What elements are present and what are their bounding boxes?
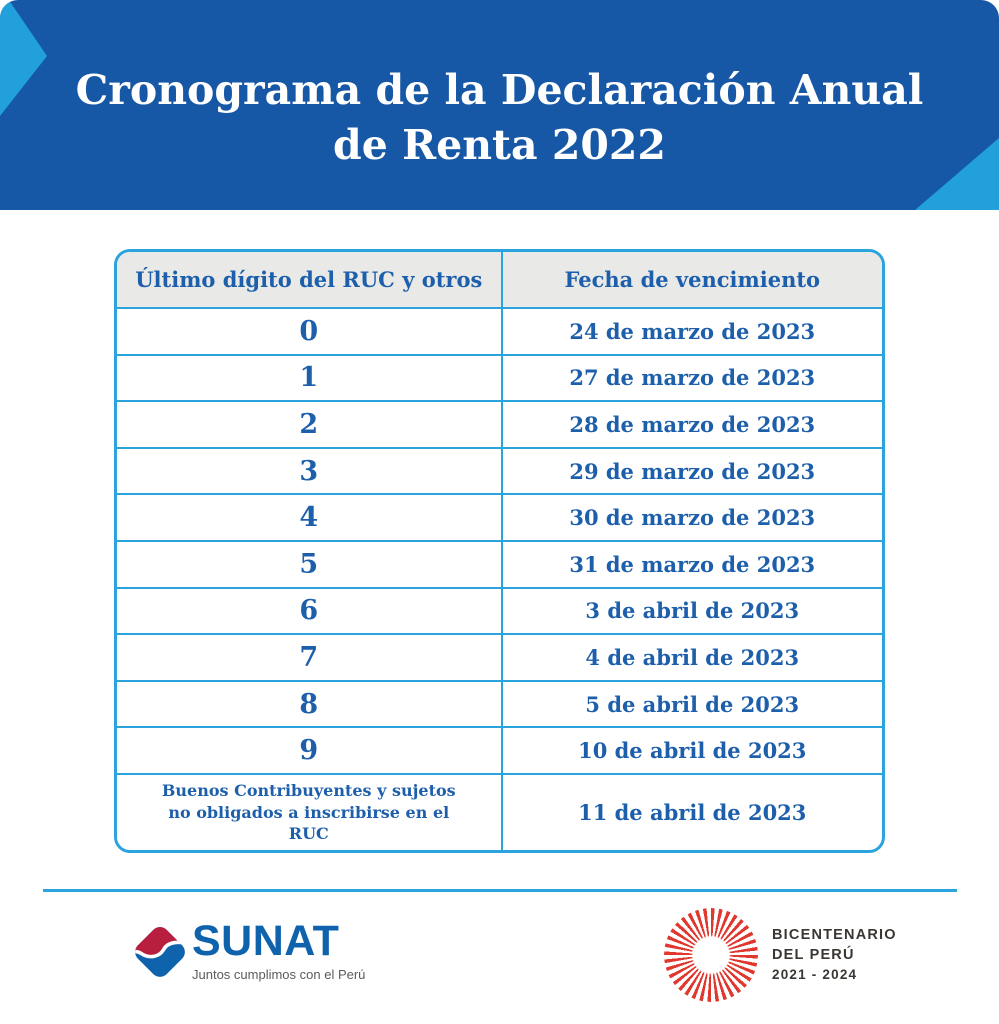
- date-cell: 27 de marzo de 2023: [569, 365, 816, 391]
- date-cell: 5 de abril de 2023: [585, 691, 800, 717]
- bicentenario-starburst-icon: [664, 908, 758, 1002]
- page-title: Cronograma de la Declaración Anual de Re…: [0, 63, 999, 173]
- column-header-ruc-digit: Último dígito del RUC y otros: [117, 252, 503, 307]
- header-banner: Cronograma de la Declaración Anual de Re…: [0, 0, 999, 210]
- digit-cell: 7: [117, 635, 503, 680]
- sunat-logo: SUNAT Juntos cumplimos con el Perú: [130, 918, 365, 982]
- date-cell: 28 de marzo de 2023: [569, 411, 816, 437]
- digit-cell: 2: [117, 402, 503, 447]
- sunat-tagline: Juntos cumplimos con el Perú: [192, 967, 366, 982]
- table-row: 8 5 de abril de 2023: [117, 679, 882, 727]
- digit-cell: 8: [117, 681, 503, 727]
- digit-cell: 6: [117, 588, 503, 634]
- digit-cell: 3: [117, 448, 503, 494]
- digit-cell: 5: [117, 541, 503, 587]
- footer-divider: [43, 889, 957, 892]
- table-row: 2 28 de marzo de 2023: [117, 400, 882, 447]
- table-row: 5 31 de marzo de 2023: [117, 539, 882, 587]
- special-label-text: Buenos Contribuyentes y sujetos no oblig…: [161, 781, 456, 844]
- table-row: 1 27 de marzo de 2023: [117, 353, 882, 401]
- page-title-line1: Cronograma de la Declaración Anual: [75, 66, 924, 114]
- digit-cell: 1: [117, 355, 503, 401]
- date-cell: 4 de abril de 2023: [585, 644, 800, 670]
- date-cell: 24 de marzo de 2023: [569, 318, 816, 344]
- table-row: 4 30 de marzo de 2023: [117, 493, 882, 540]
- table-row-special: Buenos Contribuyentes y sujetos no oblig…: [117, 772, 882, 850]
- table-row: 6 3 de abril de 2023: [117, 586, 882, 634]
- table-row: 3 29 de marzo de 2023: [117, 446, 882, 494]
- date-cell: 11 de abril de 2023: [578, 799, 807, 825]
- table-row: 7 4 de abril de 2023: [117, 633, 882, 680]
- bicentenario-line2: DEL PERÚ: [772, 947, 855, 963]
- date-cell: 31 de marzo de 2023: [569, 551, 816, 577]
- bicentenario-line1: BICENTENARIO: [772, 927, 897, 943]
- bicentenario-line3: 2021 - 2024: [772, 967, 858, 982]
- table-row: 9 10 de abril de 2023: [117, 726, 882, 773]
- schedule-table: Último dígito del RUC y otros Fecha de v…: [114, 249, 885, 853]
- special-label-cell: Buenos Contribuyentes y sujetos no oblig…: [117, 774, 503, 850]
- date-cell: 30 de marzo de 2023: [569, 505, 816, 531]
- date-cell: 10 de abril de 2023: [578, 738, 807, 764]
- digit-cell: 9: [117, 728, 503, 773]
- digit-cell: 4: [117, 495, 503, 540]
- digit-cell: 0: [117, 309, 503, 354]
- date-cell: 3 de abril de 2023: [585, 598, 800, 624]
- page-title-line2: de Renta 2022: [333, 121, 666, 169]
- column-header-due-date: Fecha de vencimiento: [564, 267, 821, 292]
- sunat-diamond-icon: [131, 923, 189, 981]
- table-row: 0 24 de marzo de 2023: [117, 307, 882, 354]
- sunat-wordmark: SUNAT: [192, 917, 340, 965]
- table-header-row: Último dígito del RUC y otros Fecha de v…: [117, 252, 882, 307]
- date-cell: 29 de marzo de 2023: [569, 458, 816, 484]
- bicentenario-logo: BICENTENARIO DEL PERÚ 2021 - 2024: [664, 908, 897, 1002]
